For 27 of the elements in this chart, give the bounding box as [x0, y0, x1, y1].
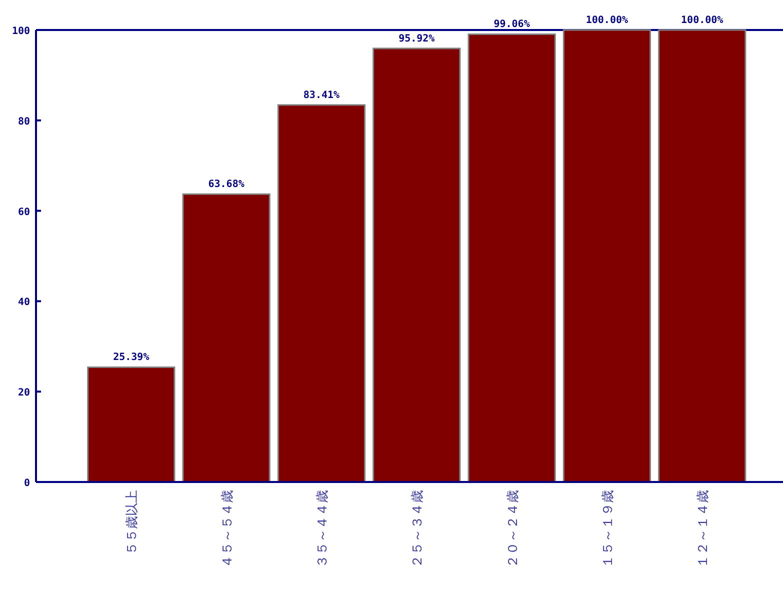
y-tick-label: 60 — [18, 206, 30, 218]
bar — [182, 193, 270, 483]
bar — [468, 34, 556, 483]
x-tick-label: １２～１４歳 — [696, 490, 712, 568]
y-tick-label: 80 — [18, 116, 30, 128]
data-label: 83.41% — [303, 90, 340, 101]
x-tick-label: ５５歳以上 — [125, 490, 140, 555]
bar — [87, 366, 176, 483]
bar — [562, 29, 652, 483]
x-tick-label: ２０～２４歳 — [506, 490, 521, 568]
data-label: 100.00% — [681, 15, 724, 26]
data-label: 95.92% — [398, 33, 435, 44]
bar — [658, 29, 746, 483]
data-label: 63.68% — [208, 179, 244, 190]
y-tick-label: 40 — [18, 297, 30, 308]
data-label: 99.06% — [494, 19, 530, 30]
y-tick-label: 20 — [18, 388, 30, 399]
y-tick-label: 100 — [12, 26, 30, 37]
x-tick-label: １５～１９歳 — [600, 490, 616, 568]
x-tick-label: ４５～５４歳 — [220, 490, 236, 568]
y-tick-label: 0 — [24, 478, 30, 489]
x-tick-label: ２５～３４歳 — [410, 490, 426, 568]
bar — [372, 48, 461, 483]
data-label: 100.00% — [586, 15, 628, 26]
x-tick-label: ３５～４４歳 — [315, 490, 330, 568]
bar — [277, 104, 366, 483]
data-label: 25.39% — [113, 352, 150, 364]
